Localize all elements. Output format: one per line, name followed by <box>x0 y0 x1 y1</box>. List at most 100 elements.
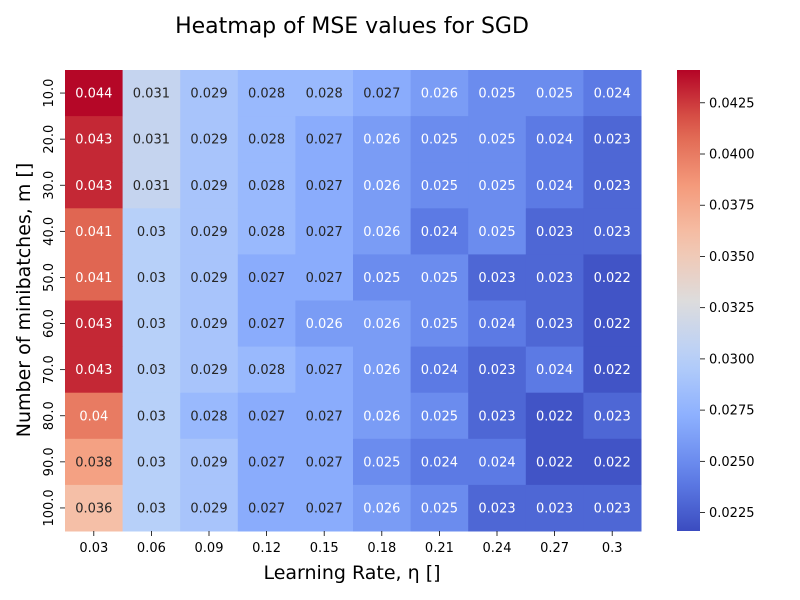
cell-value-label: 0.028 <box>306 87 343 102</box>
heatmap-cell <box>353 116 412 163</box>
cell-value-label: 0.024 <box>536 133 573 148</box>
heatmap-cell <box>295 208 354 255</box>
y-tick-label: 20.0 <box>42 125 57 154</box>
x-tick-label: 0.06 <box>137 541 166 556</box>
heatmap-cell <box>410 70 469 117</box>
cell-value-label: 0.027 <box>248 317 285 332</box>
heatmap-cell <box>410 346 469 394</box>
cell-value-label: 0.043 <box>75 317 112 332</box>
cell-value-label: 0.023 <box>594 133 631 148</box>
heatmap-cell <box>180 208 239 255</box>
heatmap-cell <box>180 392 239 440</box>
heatmap-cell <box>65 254 124 301</box>
cell-value-label: 0.029 <box>190 225 227 240</box>
heatmap-cell <box>468 116 527 163</box>
cell-value-label: 0.027 <box>306 225 343 240</box>
x-axis-label: Learning Rate, η [] <box>263 562 440 584</box>
cell-value-label: 0.027 <box>306 363 343 378</box>
cell-value-label: 0.03 <box>137 455 166 470</box>
cell-value-label: 0.026 <box>363 501 400 516</box>
cell-value-label: 0.023 <box>478 501 515 516</box>
heatmap-cell <box>122 484 181 532</box>
cell-value-label: 0.028 <box>248 225 285 240</box>
cell-value-label: 0.03 <box>137 409 166 424</box>
heatmap-cell <box>525 116 584 163</box>
y-tick-label: 10.0 <box>42 79 57 108</box>
colorbar-tick-label: 0.0325 <box>709 301 755 316</box>
heatmap-cell <box>65 208 124 255</box>
cell-value-label: 0.022 <box>594 317 631 332</box>
heatmap-cell <box>65 300 124 348</box>
heatmap-cell <box>180 254 239 301</box>
heatmap-cell <box>237 70 296 117</box>
cell-value-label: 0.025 <box>363 455 400 470</box>
cell-value-label: 0.025 <box>421 409 458 424</box>
heatmap-cell <box>410 208 469 255</box>
heatmap-cell <box>468 208 527 255</box>
heatmap-cell <box>583 254 642 301</box>
heatmap-cell <box>180 300 239 348</box>
heatmap-cell <box>525 484 584 532</box>
colorbar-tick-label: 0.0350 <box>709 250 755 265</box>
heatmap-cell <box>237 162 296 209</box>
cell-value-label: 0.024 <box>478 455 515 470</box>
heatmap-cell <box>468 254 527 301</box>
cell-value-label: 0.029 <box>190 455 227 470</box>
cell-value-label: 0.029 <box>190 271 227 286</box>
cell-value-label: 0.03 <box>137 225 166 240</box>
heatmap-cell <box>180 116 239 163</box>
heatmap-cell <box>295 438 354 486</box>
cell-value-label: 0.023 <box>478 271 515 286</box>
cell-value-label: 0.03 <box>137 501 166 516</box>
heatmap-cell <box>237 254 296 301</box>
y-tick-label: 50.0 <box>42 263 57 292</box>
cell-value-label: 0.025 <box>421 271 458 286</box>
y-tick-label: 60.0 <box>42 309 57 338</box>
cell-value-label: 0.025 <box>421 179 458 194</box>
heatmap-cell <box>180 346 239 394</box>
heatmap-cell <box>410 484 469 532</box>
heatmap-cell <box>410 162 469 209</box>
cell-value-label: 0.027 <box>248 455 285 470</box>
heatmap-cell <box>65 346 124 394</box>
cell-value-label: 0.022 <box>594 363 631 378</box>
cell-value-label: 0.027 <box>306 133 343 148</box>
heatmap-cell <box>295 70 354 117</box>
heatmap-cells: 0.044 0.031 0.029 0.028 0.028 0.027 0.026 0.025… <box>65 70 642 532</box>
cell-value-label: 0.028 <box>190 409 227 424</box>
heatmap-cell <box>237 208 296 255</box>
cell-value-label: 0.043 <box>75 363 112 378</box>
cell-value-label: 0.024 <box>536 179 573 194</box>
cell-value-label: 0.023 <box>536 501 573 516</box>
cell-value-label: 0.025 <box>478 179 515 194</box>
colorbar-tick-label: 0.0400 <box>709 148 755 163</box>
heatmap-cell <box>180 162 239 209</box>
colorbar-tick-label: 0.0225 <box>709 506 755 521</box>
heatmap-cell <box>295 254 354 301</box>
x-tick-label: 0.03 <box>79 541 108 556</box>
cell-value-label: 0.027 <box>248 409 285 424</box>
heatmap-cell <box>353 254 412 301</box>
heatmap-cell <box>237 392 296 440</box>
cell-value-label: 0.029 <box>190 179 227 194</box>
cell-value-label: 0.023 <box>478 409 515 424</box>
colorbar-gradient <box>677 70 700 531</box>
colorbar-tick-label: 0.0250 <box>709 455 755 470</box>
heatmap-cell <box>468 70 527 117</box>
cell-value-label: 0.025 <box>478 87 515 102</box>
cell-value-label: 0.028 <box>248 363 285 378</box>
cell-value-label: 0.025 <box>363 271 400 286</box>
heatmap-cell <box>583 208 642 255</box>
cell-value-label: 0.024 <box>421 363 458 378</box>
cell-value-label: 0.03 <box>137 317 166 332</box>
heatmap-cell <box>410 392 469 440</box>
y-tick-label: 80.0 <box>42 401 57 430</box>
cell-value-label: 0.044 <box>75 87 112 102</box>
y-tick-label: 90.0 <box>42 447 57 476</box>
cell-value-label: 0.026 <box>363 225 400 240</box>
y-tick-label: 100.0 <box>42 489 57 526</box>
heatmap-cell <box>237 346 296 394</box>
y-tick-label: 30.0 <box>42 171 57 200</box>
colorbar-tick-label: 0.0275 <box>709 404 755 419</box>
